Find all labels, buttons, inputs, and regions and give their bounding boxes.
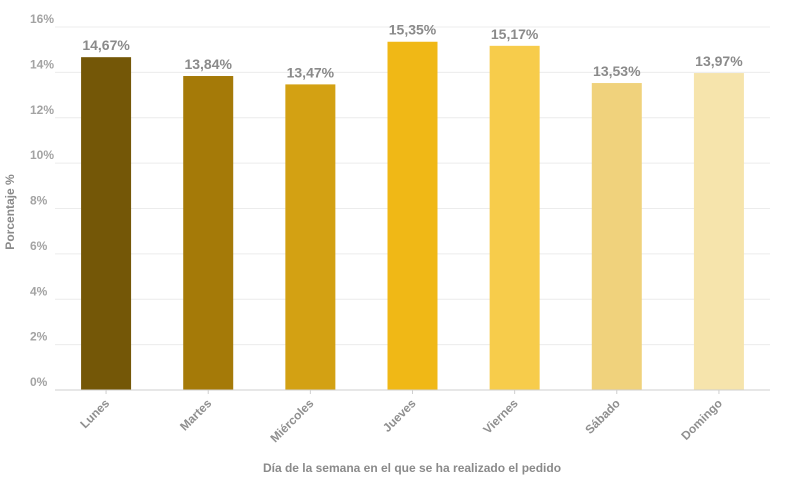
y-tick-label: 2% [30,330,48,344]
x-axis-ticks: Lunes Martes Miércoles Jueves Viernes Sábado D… [77,390,725,445]
y-tick-label: 14% [30,57,54,71]
bar [81,57,132,390]
y-tick-label: 0% [30,375,48,389]
data-label: 14,67% [82,37,130,53]
y-tick-label: 10% [30,148,54,162]
x-tick-label: Viernes [480,396,521,437]
bar [285,84,336,390]
data-label: 15,17% [491,26,539,42]
x-tick-label: Jueves [380,396,419,435]
x-tick-label: Domingo [678,396,725,443]
x-axis-title: Día de la semana en el que se ha realiza… [263,461,561,475]
y-tick-label: 4% [30,284,48,298]
bar [183,76,234,390]
data-label: 13,97% [695,53,743,69]
x-tick-label: Miércoles [267,396,316,445]
data-label: 13,84% [184,56,232,72]
x-tick-label: Martes [177,396,214,433]
data-labels: 14,67% 13,84% 13,47% 15,35% 15,17% 13,53% 13,9… [82,22,743,81]
x-tick-label: Lunes [77,396,112,431]
bar [693,73,744,390]
y-tick-label: 16% [30,12,54,26]
data-label: 13,47% [287,64,335,80]
y-tick-label: 8% [30,194,48,208]
data-label: 13,53% [593,63,641,79]
bars [81,41,744,391]
bar [591,83,642,391]
bar [387,41,438,390]
y-tick-label: 12% [30,103,54,117]
y-axis-ticks: 0% 2% 4% 6% 8% 10% 12% 14% 16% [30,12,54,389]
y-tick-label: 6% [30,239,48,253]
bar [489,45,540,390]
data-label: 15,35% [389,22,437,38]
x-tick-label: Sábado [582,396,623,437]
y-axis-title: Porcentaje % [3,174,17,250]
